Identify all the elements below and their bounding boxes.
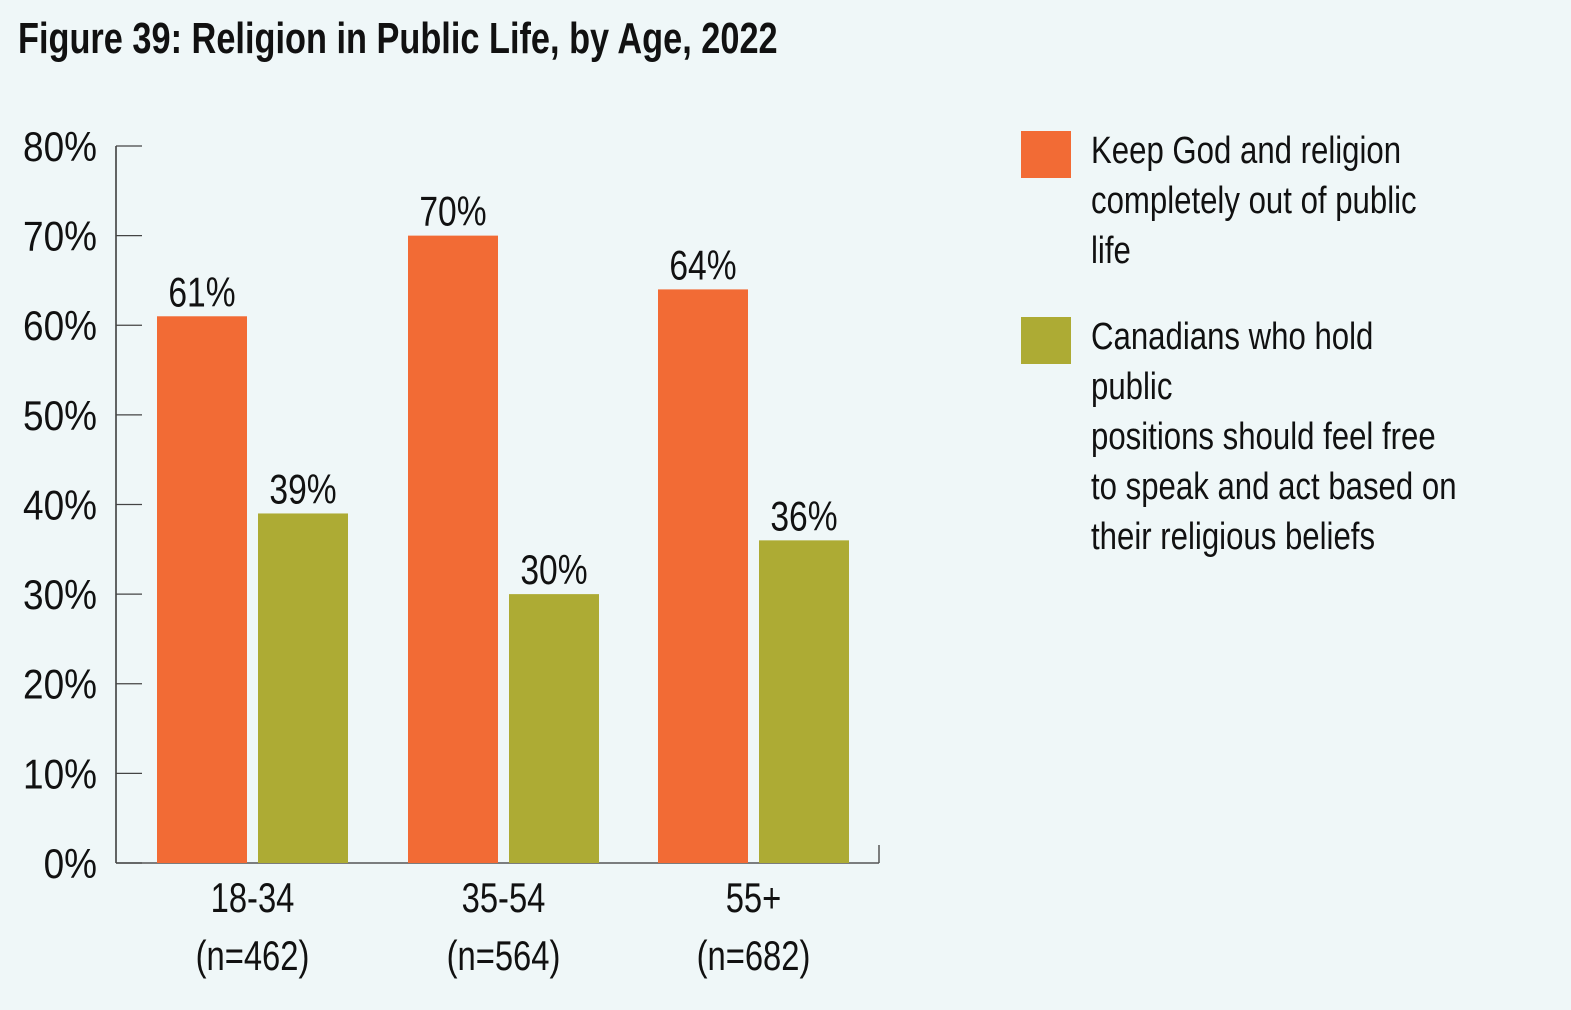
x-category-label: 55+ <box>726 874 782 921</box>
bar-value-label: 61% <box>168 270 235 316</box>
y-tick-label: 80% <box>23 124 97 171</box>
bar-3554-series1 <box>408 235 498 863</box>
bar-value-label: 36% <box>770 494 837 540</box>
legend: Keep God and religion completely out of … <box>1021 126 1541 598</box>
bar-55-series1 <box>658 289 748 863</box>
legend-item-keep-out: Keep God and religion completely out of … <box>1021 126 1541 276</box>
chart-title: Figure 39: Religion in Public Life, by A… <box>18 14 778 63</box>
legend-item-feel-free: Canadians who hold public positions shou… <box>1021 312 1541 562</box>
x-category-sample-size: (n=462) <box>196 932 310 979</box>
legend-label: Canadians who hold public positions shou… <box>1091 316 1457 558</box>
bar-1834-series1 <box>157 316 247 864</box>
bar-1834-series2 <box>258 513 348 863</box>
y-tick-label: 60% <box>23 303 97 350</box>
y-tick-label: 50% <box>23 393 97 440</box>
bar-value-label: 64% <box>669 243 736 289</box>
y-tick-label: 20% <box>23 662 97 709</box>
bar-55-series2 <box>759 540 849 863</box>
y-tick-label: 70% <box>23 213 97 260</box>
bar-value-label: 70% <box>419 189 486 235</box>
x-axis-category-labels: 18-34 (n=462) 35-54 (n=564) 55+ (n=682) <box>196 874 811 979</box>
x-category-sample-size: (n=682) <box>697 932 811 979</box>
y-axis-ticks: 0% 10% 20% 30% 40% 50% 60% 70% 80% <box>23 124 142 888</box>
bar-value-labels: 61% 39% 70% 30% 64% 36% <box>168 189 837 594</box>
x-category-label: 35-54 <box>462 874 546 921</box>
legend-label: Keep God and religion completely out of … <box>1091 130 1417 272</box>
y-tick-label: 0% <box>44 841 97 888</box>
bar-value-label: 30% <box>520 548 587 594</box>
y-tick-label: 30% <box>23 572 97 619</box>
bar-value-label: 39% <box>269 467 336 513</box>
x-category-sample-size: (n=564) <box>447 932 561 979</box>
legend-swatch-olive <box>1021 317 1071 364</box>
legend-swatch-orange <box>1021 131 1071 178</box>
bars <box>157 235 849 864</box>
y-tick-label: 10% <box>23 751 97 798</box>
x-category-label: 18-34 <box>211 874 295 921</box>
y-tick-label: 40% <box>23 482 97 529</box>
bar-3554-series2 <box>509 594 599 863</box>
